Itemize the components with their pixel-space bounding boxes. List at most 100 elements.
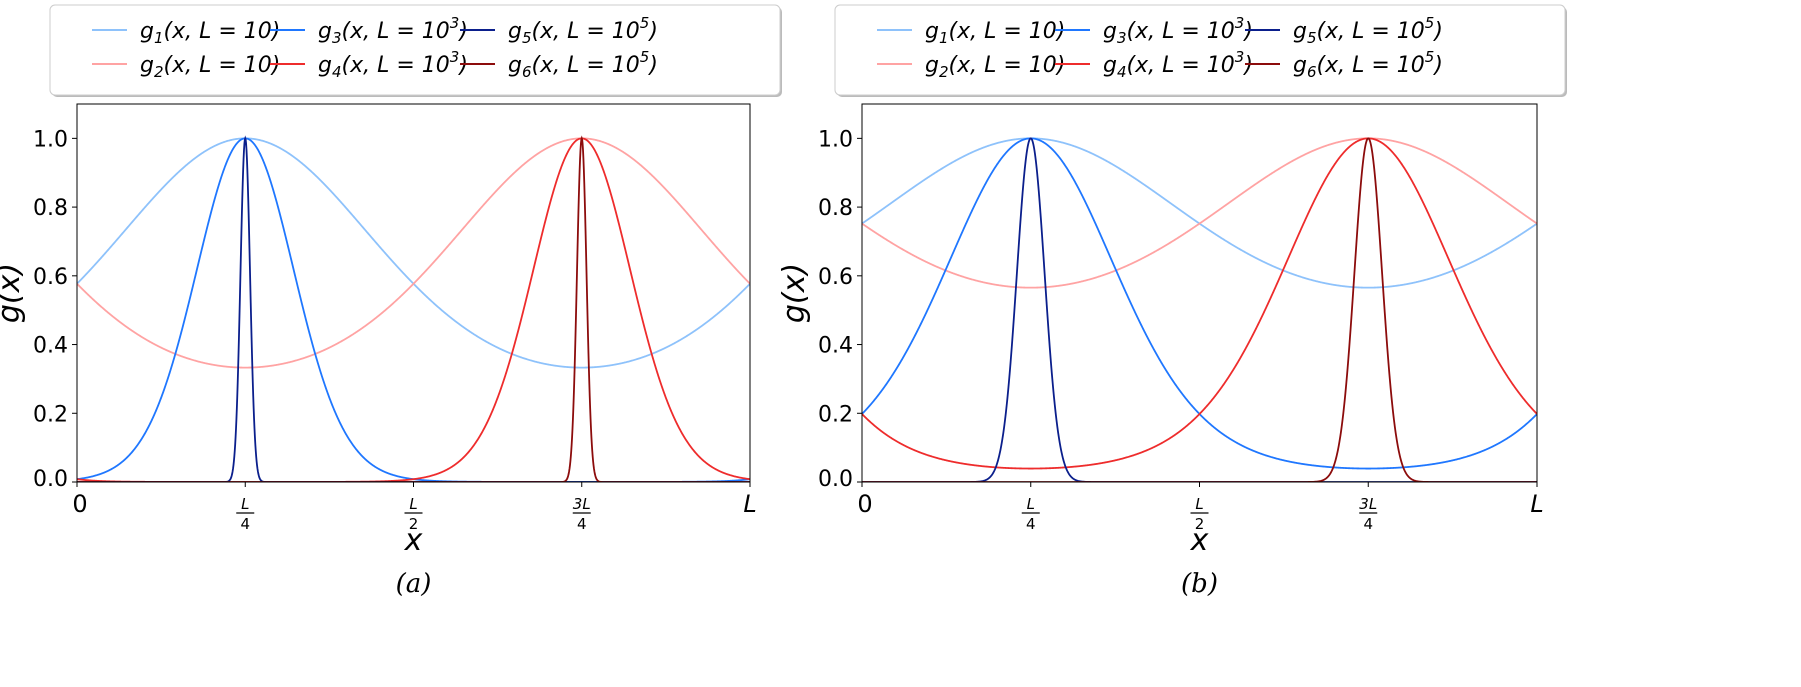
y-tick-label: 0.8 (818, 196, 853, 221)
legend-fn: g (508, 19, 522, 44)
fraction-numerator: 3L (1359, 495, 1377, 513)
legend-label: g5(x, L = 105) (508, 14, 658, 47)
y-tick-label: 0.0 (33, 467, 68, 492)
legend-exponent: 3 (1235, 48, 1245, 66)
legend-subscript: 3 (332, 29, 342, 47)
series-line-g2 (77, 137, 750, 369)
series-line-g5 (77, 135, 750, 482)
legend-close: ) (270, 53, 281, 78)
legend-exponent: 5 (640, 48, 650, 66)
fraction-numerator: L (409, 495, 417, 513)
x-tick-label: L (1530, 490, 1543, 518)
legend-label: g2(x, L = 10) (140, 53, 280, 81)
axes-frame (76, 103, 751, 483)
y-tick-label: 0.2 (818, 402, 853, 427)
legend-item-g4: g4(x, L = 103) (1055, 48, 1253, 81)
legend-item-g5: g5(x, L = 105) (1245, 14, 1443, 47)
legend-subscript: 1 (939, 29, 949, 47)
legend-args: (x, L = 10 (1127, 53, 1235, 78)
legend-exponent: 5 (1425, 14, 1435, 32)
legend-close: ) (647, 19, 658, 44)
fraction-numerator: L (1027, 495, 1035, 513)
legend-close: ) (1055, 19, 1066, 44)
y-tick-label: 0.8 (33, 196, 68, 221)
y-tick-label: 1.0 (33, 127, 68, 152)
axes-frame (861, 103, 1538, 483)
legend-label: g3(x, L = 103) (318, 14, 468, 47)
legend-args: (x, L = 10 (164, 53, 272, 78)
series-line-g4 (77, 137, 750, 482)
series-line-g4 (862, 137, 1537, 470)
y-axis-label: g(x) (0, 263, 27, 323)
legend-subscript: 2 (154, 63, 164, 81)
legend-close: ) (647, 53, 658, 78)
x-tick-label-fraction: 3L4 (1359, 495, 1378, 533)
x-tick-label-fraction: 3L4 (572, 495, 591, 533)
series-line-g3 (862, 137, 1537, 470)
legend-item-g5: g5(x, L = 105) (460, 14, 658, 47)
legend-close: ) (1432, 19, 1443, 44)
legend-close: ) (1432, 53, 1443, 78)
y-tick-label: 0.4 (818, 334, 853, 359)
fraction-denominator: 4 (1026, 515, 1036, 533)
legend-label: g4(x, L = 103) (318, 48, 468, 81)
curves (862, 137, 1537, 482)
y-axis-label: g(x) (777, 263, 812, 323)
panel-caption: (b) (1181, 569, 1218, 599)
x-tick-label-fraction: L2 (1190, 495, 1209, 533)
legend-close: ) (457, 53, 468, 78)
fraction-numerator: L (241, 495, 249, 513)
y-tick-label: 0.4 (33, 334, 68, 359)
legend-args: (x, L = 10 (1317, 19, 1425, 44)
legend: g1(x, L = 10)g2(x, L = 10)g3(x, L = 103)… (49, 4, 782, 97)
legend-fn: g (925, 53, 939, 78)
panel-caption: (a) (396, 569, 432, 599)
legend-subscript: 6 (1307, 63, 1317, 81)
legend-exponent: 5 (1425, 48, 1435, 66)
legend-subscript: 5 (1307, 29, 1317, 47)
x-axis-label: x (1190, 523, 1209, 558)
legend-subscript: 2 (939, 63, 949, 81)
legend-fn: g (925, 19, 939, 44)
fraction-denominator: 2 (1195, 515, 1205, 533)
legend-close: ) (1055, 53, 1066, 78)
panel-a: g1(x, L = 10)g2(x, L = 10)g3(x, L = 103)… (0, 4, 782, 599)
x-axis-label: x (404, 523, 423, 558)
legend-label: g1(x, L = 10) (140, 19, 280, 47)
legend-item-g1: g1(x, L = 10) (877, 19, 1065, 47)
x-tick-label-fraction: L2 (404, 495, 423, 533)
y-tick-label: 1.0 (818, 127, 853, 152)
legend-box (49, 4, 781, 96)
legend-args: (x, L = 10 (949, 53, 1057, 78)
legend-args: (x, L = 10 (532, 53, 640, 78)
curves (77, 135, 750, 482)
legend-subscript: 6 (522, 63, 532, 81)
legend-item-g2: g2(x, L = 10) (92, 53, 280, 81)
legend-subscript: 3 (1117, 29, 1127, 47)
legend-exponent: 3 (450, 48, 460, 66)
x-tick-label: L (743, 490, 756, 518)
legend-args: (x, L = 10 (949, 19, 1057, 44)
series-line-g1 (862, 137, 1537, 289)
legend-fn: g (1103, 19, 1117, 44)
legend-fn: g (318, 53, 332, 78)
fraction-denominator: 4 (240, 515, 250, 533)
x-tick-label: 0 (857, 490, 872, 518)
legend-label: g2(x, L = 10) (925, 53, 1065, 81)
legend-fn: g (140, 19, 154, 44)
legend-args: (x, L = 10 (1317, 53, 1425, 78)
legend-item-g4: g4(x, L = 103) (270, 48, 468, 81)
x-tick-label-fraction: L4 (236, 495, 255, 533)
series-line-g3 (77, 137, 750, 482)
legend-box (834, 4, 1566, 96)
fraction-denominator: 4 (1363, 515, 1373, 533)
legend-fn: g (1103, 53, 1117, 78)
fraction-denominator: 2 (409, 515, 419, 533)
legend-item-g3: g3(x, L = 103) (1055, 14, 1253, 47)
legend-close: ) (1242, 53, 1253, 78)
fraction-numerator: L (1195, 495, 1203, 513)
legend-subscript: 1 (154, 29, 164, 47)
x-tick-label-fraction: L4 (1021, 495, 1040, 533)
legend-subscript: 4 (1117, 63, 1127, 81)
legend-label: g4(x, L = 103) (1103, 48, 1253, 81)
